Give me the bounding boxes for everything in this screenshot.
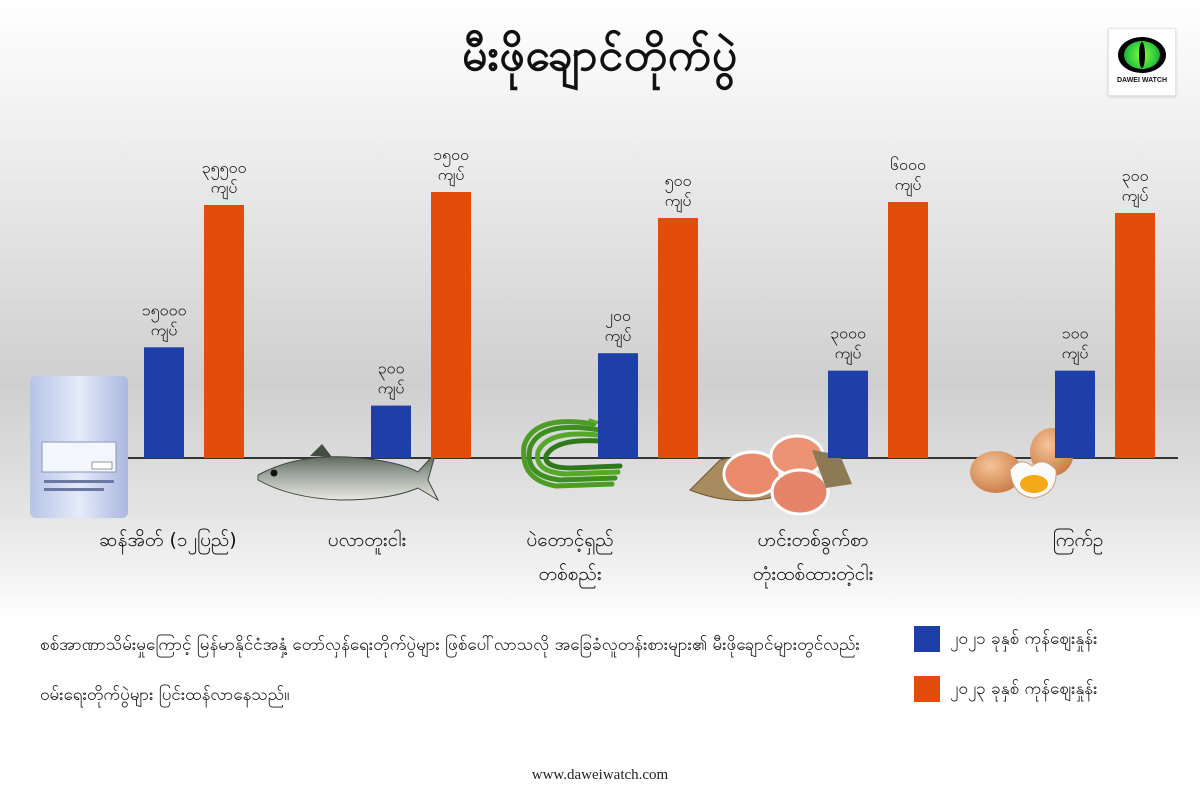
mackerel-fish-image bbox=[257, 444, 440, 502]
bar-2021-cat-3 bbox=[828, 370, 868, 458]
legend-label-2021: ၂၀၂၁ ခုနှစ် ကုန်ဈေးနှုန်း bbox=[950, 629, 1098, 649]
category-label-0-line-0: ဆန်အိတ် (၁၂ပြည်) bbox=[99, 527, 236, 555]
data-label-2021-cat-2-line-0: ၂၀၀ bbox=[605, 306, 631, 328]
data-label-2023-cat-3-line-0: ၆၀၀၀ bbox=[890, 155, 926, 174]
data-label-2023-cat-3-line-1: ကျပ် bbox=[895, 175, 922, 197]
bar-2023-cat-2 bbox=[658, 218, 698, 458]
data-label-2021-cat-3-line-1: ကျပ် bbox=[835, 344, 862, 366]
legend-swatch-2021 bbox=[914, 626, 940, 652]
data-label-2023-cat-1-line-0: ၁၅၀၀ bbox=[433, 145, 469, 167]
footer-url: www.daweiwatch.com bbox=[531, 767, 669, 783]
bar-2021-cat-4 bbox=[1055, 370, 1095, 458]
eye-icon bbox=[1118, 37, 1166, 73]
data-label-2021-cat-4-line-1: ကျပ် bbox=[1062, 344, 1089, 366]
legend-swatch-2023 bbox=[914, 676, 940, 702]
data-label-2021-cat-4-line-0: ၁၀၀ bbox=[1062, 324, 1089, 343]
data-label-2021-cat-0-line-1: ကျပ် bbox=[151, 320, 178, 342]
data-label-2023-cat-2-line-1: ကျပ် bbox=[665, 191, 692, 213]
data-label-2021-cat-3-line-0: ၃၀၀၀ bbox=[830, 324, 866, 346]
logo-brand: DAWEI WATCH bbox=[1116, 77, 1168, 84]
bar-2021-cat-1 bbox=[371, 405, 411, 458]
legend-label-2023: ၂၀၂၃ ခုနှစ် ကုန်ဈေးနှုန်း bbox=[950, 679, 1098, 699]
data-label-2023-cat-0-line-1: ကျပ် bbox=[211, 178, 238, 200]
page-title: မီးဖိုချောင်တိုက်ပွဲ bbox=[462, 30, 738, 81]
fish-steaks-image bbox=[689, 434, 852, 516]
category-label-2-line-1: တစ်စည်း bbox=[538, 562, 601, 589]
category-label-4-line-0: ကြက်ဥ bbox=[1053, 527, 1104, 555]
category-label-3-line-1: တုံးထစ်ထားတဲ့ငါး bbox=[753, 562, 874, 589]
data-label-2021-cat-2-line-1: ကျပ် bbox=[605, 326, 632, 348]
long-beans-image bbox=[521, 416, 624, 489]
data-label-2023-cat-2-line-0: ၅၀၀ bbox=[665, 171, 692, 193]
bar-2023-cat-1 bbox=[431, 192, 471, 458]
data-label-2023-cat-1-line-1: ကျပ် bbox=[438, 165, 465, 187]
data-label-2021-cat-0-line-0: ၁၅၀၀၀ bbox=[142, 300, 187, 322]
description-text: စစ်အာဏာသိမ်းမှုကြောင့် မြန်မာနိုင်ငံအနှံ… bbox=[40, 635, 860, 705]
bar-2021-cat-2 bbox=[598, 353, 638, 458]
bar-2023-cat-4 bbox=[1115, 213, 1155, 458]
category-label-1-line-0: ပလာတူးငါး bbox=[328, 528, 406, 555]
data-label-2023-cat-4-line-1: ကျပ် bbox=[1122, 186, 1149, 208]
bar-2023-cat-3 bbox=[888, 202, 928, 458]
dawei-watch-logo: DAWEI WATCH bbox=[1108, 28, 1176, 96]
rice-bag-image bbox=[30, 376, 128, 518]
data-label-2021-cat-1-line-1: ကျပ် bbox=[378, 379, 405, 401]
data-label-2023-cat-4-line-0: ၃၀၀ bbox=[1122, 166, 1149, 188]
bar-2023-cat-0 bbox=[204, 205, 244, 458]
category-label-3-line-0: ဟင်းတစ်ခွက်စာ bbox=[758, 528, 869, 555]
data-label-2021-cat-1-line-0: ၃၀၀ bbox=[378, 359, 405, 381]
bar-2021-cat-0 bbox=[144, 347, 184, 458]
eggs-image bbox=[970, 428, 1074, 499]
category-label-2-line-0: ပဲတောင့်ရှည် bbox=[526, 528, 613, 555]
data-label-2023-cat-0-line-0: ၃၅၅၀၀ bbox=[202, 158, 247, 180]
